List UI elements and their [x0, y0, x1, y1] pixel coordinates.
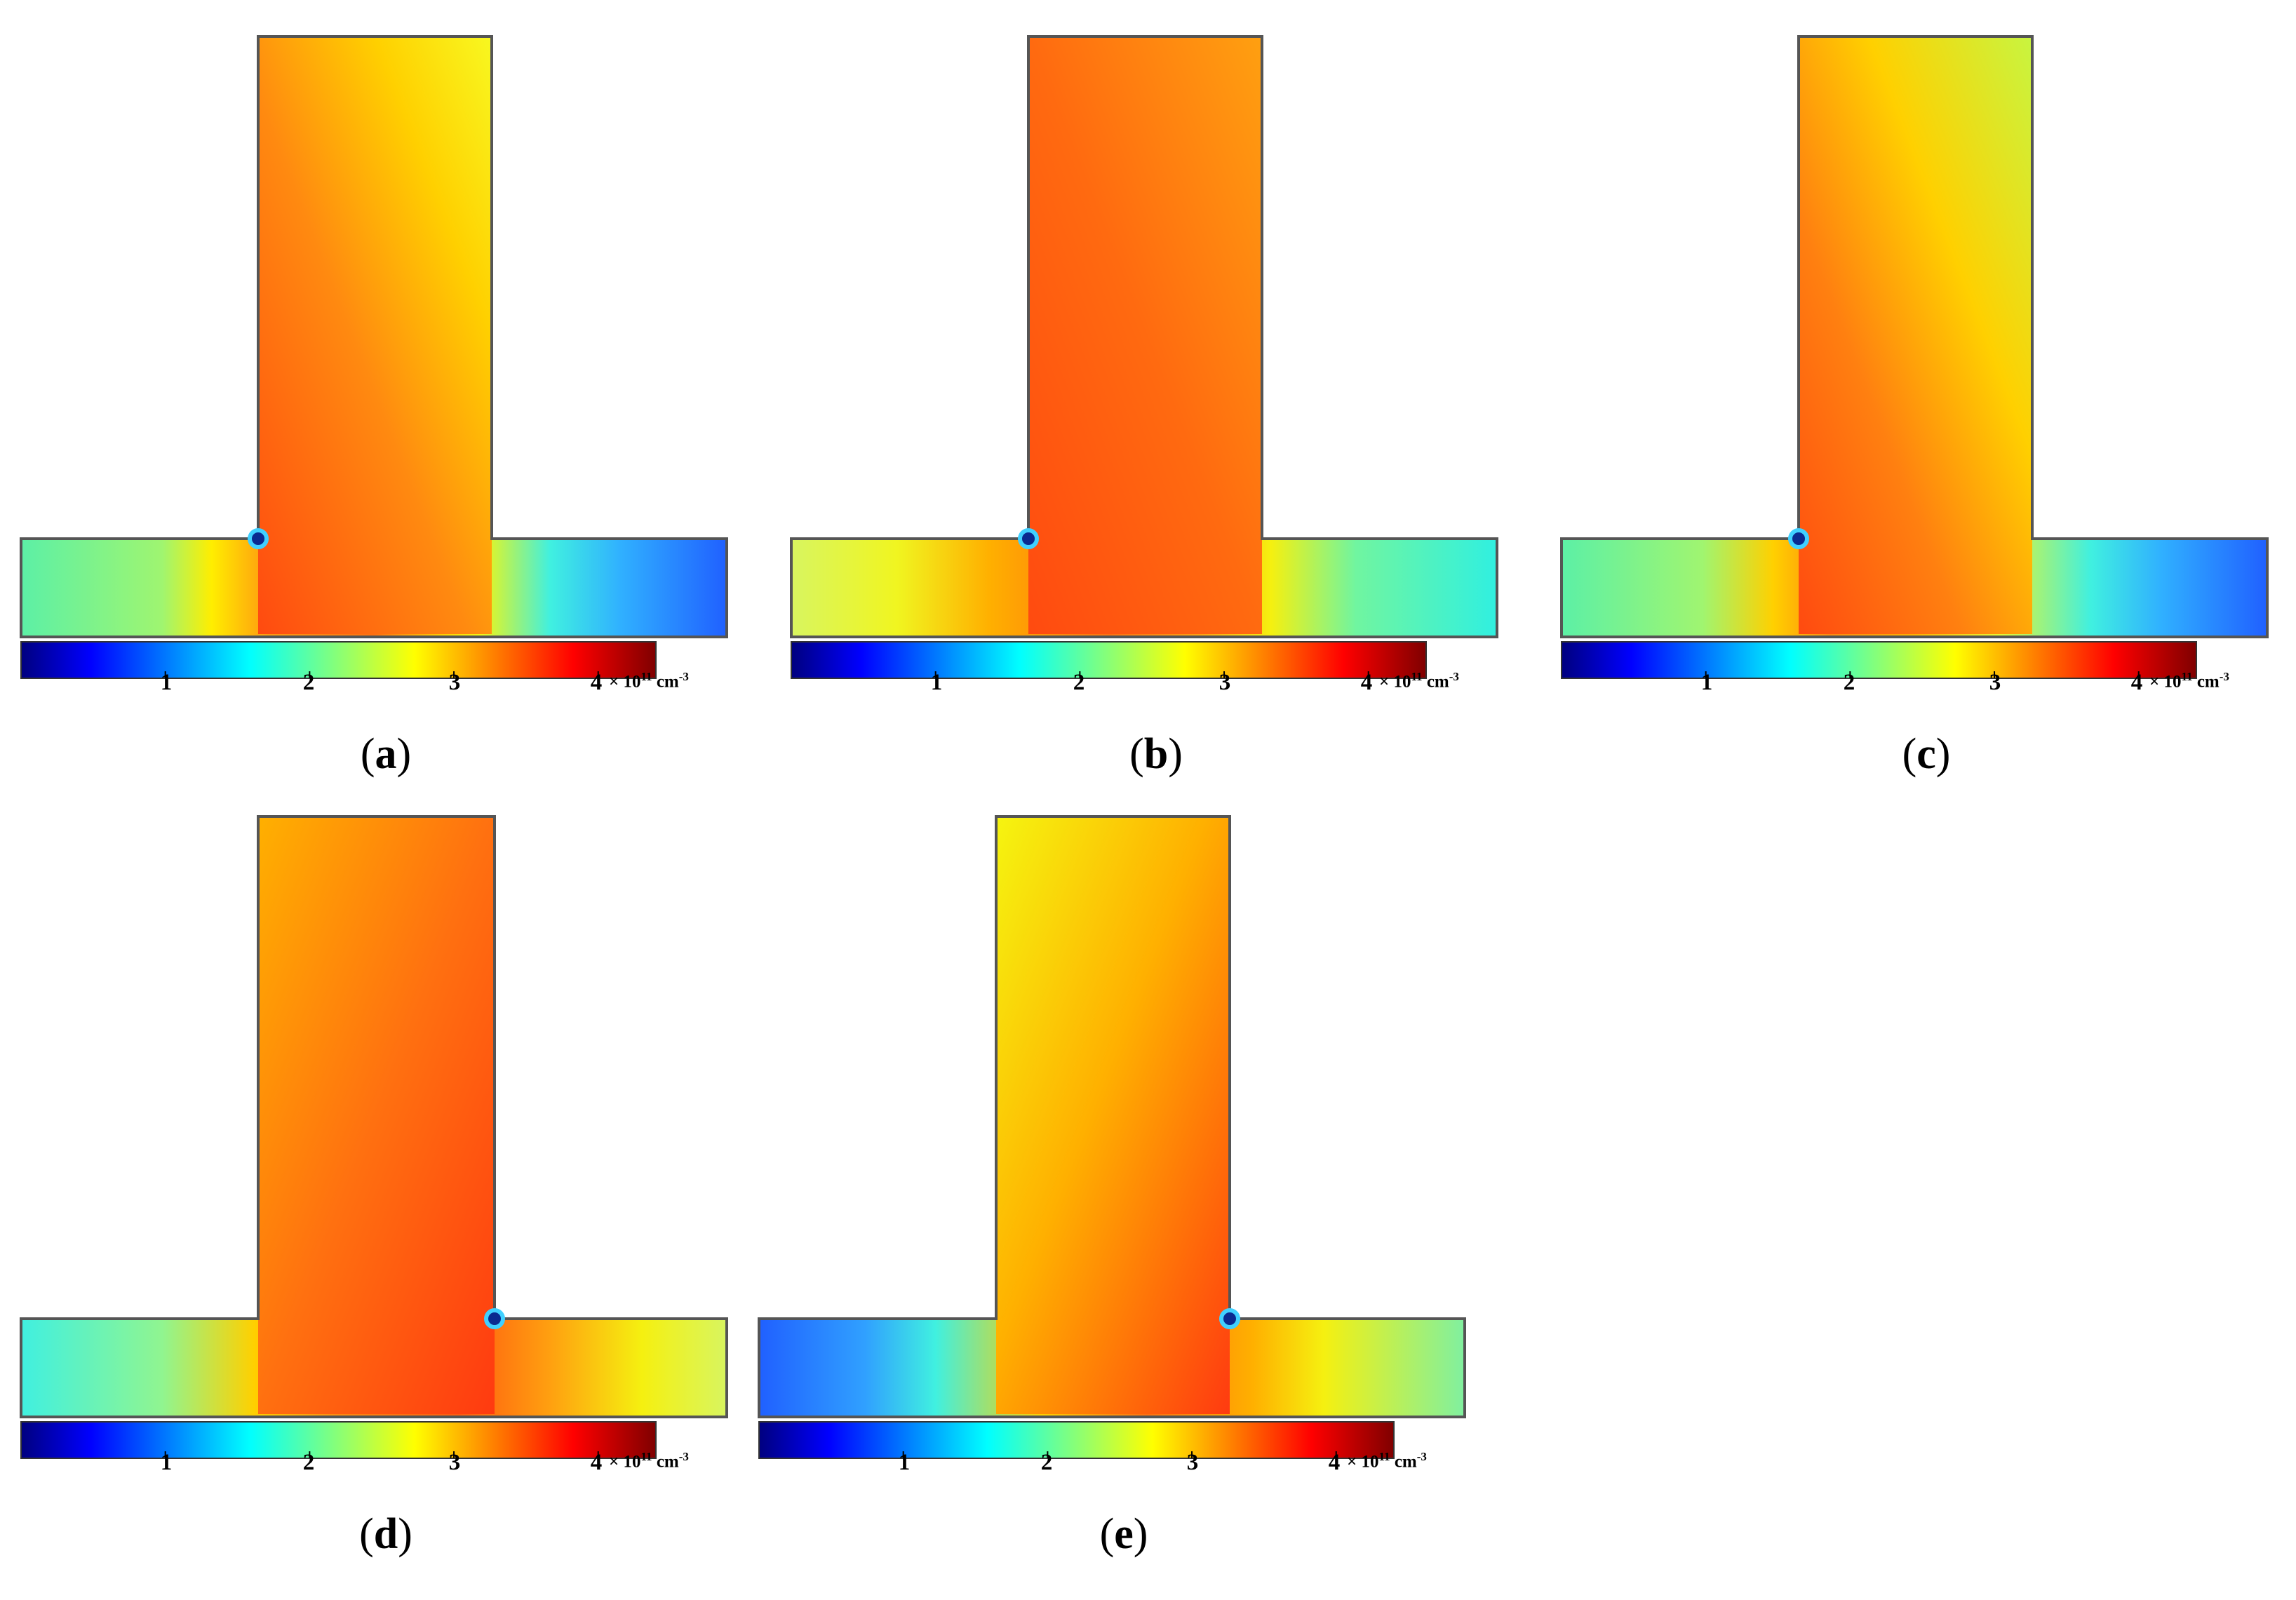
colorbar-tick-4: 4: [1360, 670, 1373, 695]
colorbar: [20, 1421, 657, 1459]
colorbar-tick-2: 2: [302, 670, 315, 695]
colorbar-gradient: [758, 1421, 1395, 1459]
colorbar-gradient: [20, 1421, 657, 1459]
defect-marker: [1219, 1308, 1240, 1329]
density-map-d: [20, 815, 728, 1459]
colorbar-tick-3: 3: [1989, 670, 2001, 695]
colorbar-unit: × 1011 cm-3: [1347, 1450, 1427, 1472]
panel-d: 1 2 3 4 × 1011 cm-3 (d): [0, 780, 734, 1558]
colorbar-tick-3: 3: [448, 670, 461, 695]
density-map-b: [790, 35, 1498, 679]
colorbar-unit: × 1011 cm-3: [609, 1450, 689, 1472]
colorbar-gradient: [20, 641, 657, 679]
colorbar-gradient: [791, 641, 1427, 679]
colorbar-tick-2: 2: [302, 1450, 315, 1475]
panel-label: (b): [1129, 730, 1183, 778]
panel-e: 1 2 3 4 × 1011 cm-3 (e): [738, 780, 1472, 1558]
colorbar: [1561, 641, 2197, 679]
density-map-e: [758, 815, 1466, 1459]
panel-a: 1 2 3 4 × 1011 cm-3 (a): [0, 0, 734, 778]
colorbar-tick-4: 4: [2130, 670, 2143, 695]
colorbar-tick-2: 2: [1040, 1450, 1053, 1475]
panel-b: 1 2 3 4 × 1011 cm-3 (b): [770, 0, 1504, 778]
colorbar: [791, 641, 1427, 679]
colorbar-tick-2: 2: [1843, 670, 1855, 695]
panel-label: (c): [1902, 730, 1951, 778]
panel-c: 1 2 3 4 × 1011 cm-3 (c): [1540, 0, 2274, 778]
panel-label: (e): [1099, 1510, 1148, 1558]
colorbar-tick-1: 1: [1700, 670, 1713, 695]
colorbar-tick-3: 3: [1186, 1450, 1199, 1475]
colorbar-tick-3: 3: [448, 1450, 461, 1475]
colorbar-tick-1: 1: [160, 1450, 173, 1475]
colorbar: [20, 641, 657, 679]
defect-marker: [1788, 528, 1809, 549]
colorbar-tick-3: 3: [1219, 670, 1231, 695]
defect-marker: [1018, 528, 1039, 549]
colorbar-unit: × 1011 cm-3: [609, 670, 689, 692]
colorbar-tick-1: 1: [930, 670, 943, 695]
density-map-c: [1560, 35, 2269, 679]
colorbar: [758, 1421, 1395, 1459]
colorbar-tick-4: 4: [590, 1450, 603, 1475]
panel-label: (d): [359, 1510, 412, 1558]
colorbar-unit: × 1011 cm-3: [2149, 670, 2229, 692]
colorbar-tick-4: 4: [590, 670, 603, 695]
colorbar-tick-1: 1: [898, 1450, 911, 1475]
colorbar-tick-2: 2: [1073, 670, 1085, 695]
colorbar-gradient: [1561, 641, 2197, 679]
colorbar-unit: × 1011 cm-3: [1379, 670, 1459, 692]
colorbar-tick-4: 4: [1328, 1450, 1341, 1475]
defect-marker: [248, 528, 269, 549]
colorbar-tick-1: 1: [160, 670, 173, 695]
density-map-a: [20, 35, 728, 679]
defect-marker: [484, 1308, 505, 1329]
panel-label: (a): [360, 730, 412, 778]
